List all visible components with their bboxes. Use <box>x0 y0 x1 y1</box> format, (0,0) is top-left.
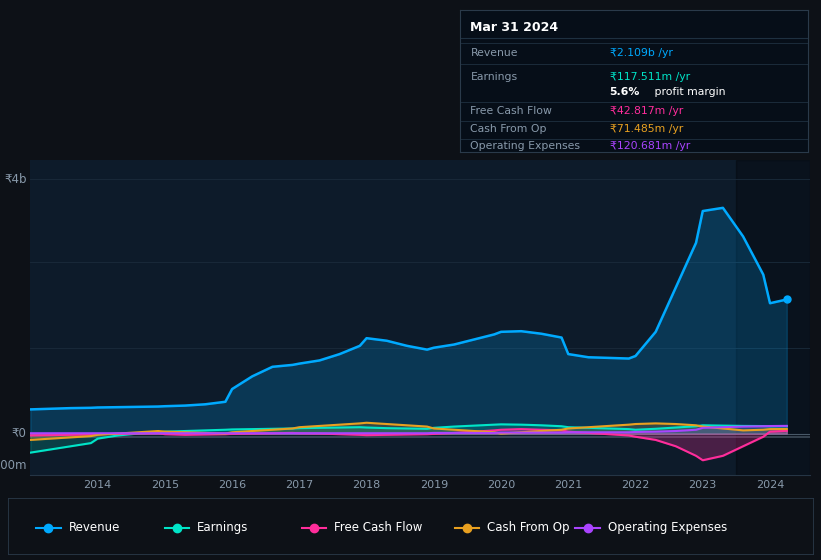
Bar <box>736 160 810 475</box>
Text: Earnings: Earnings <box>197 521 249 534</box>
Text: Operating Expenses: Operating Expenses <box>608 521 727 534</box>
Text: ₹2.109b /yr: ₹2.109b /yr <box>610 48 672 58</box>
Text: ₹71.485m /yr: ₹71.485m /yr <box>610 124 683 134</box>
Text: ₹117.511m /yr: ₹117.511m /yr <box>610 72 690 82</box>
Text: ₹0: ₹0 <box>11 427 26 440</box>
Text: Earnings: Earnings <box>470 72 517 82</box>
Text: Free Cash Flow: Free Cash Flow <box>334 521 423 534</box>
Text: Operating Expenses: Operating Expenses <box>470 141 580 151</box>
Text: ₹120.681m /yr: ₹120.681m /yr <box>610 141 690 151</box>
Text: -₹500m: -₹500m <box>0 459 26 472</box>
Text: ₹42.817m /yr: ₹42.817m /yr <box>610 106 683 116</box>
Text: profit margin: profit margin <box>651 87 726 97</box>
Text: ₹4b: ₹4b <box>4 172 26 186</box>
Text: Revenue: Revenue <box>470 48 518 58</box>
Text: 5.6%: 5.6% <box>610 87 640 97</box>
Text: Cash From Op: Cash From Op <box>487 521 570 534</box>
Text: Mar 31 2024: Mar 31 2024 <box>470 21 558 34</box>
Text: Cash From Op: Cash From Op <box>470 124 547 134</box>
Text: Revenue: Revenue <box>69 521 120 534</box>
Text: Free Cash Flow: Free Cash Flow <box>470 106 553 116</box>
